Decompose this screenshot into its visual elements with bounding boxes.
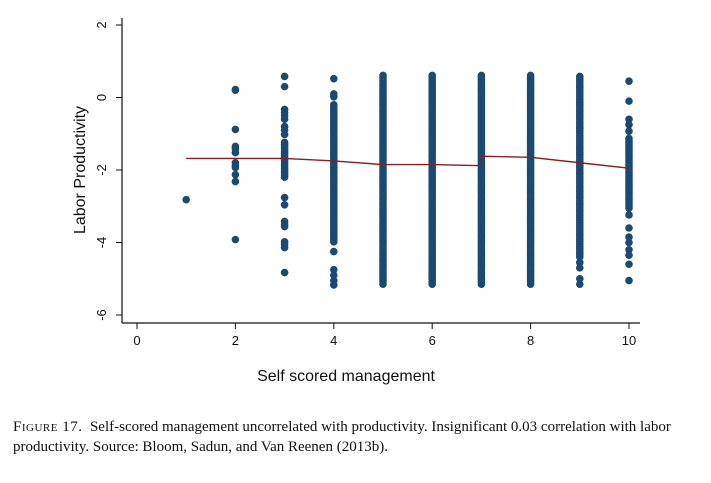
y-axis-label: Labor Productivity [72, 106, 89, 234]
data-point [625, 233, 633, 241]
data-point [280, 222, 289, 231]
data-point [231, 235, 240, 244]
data-point [625, 245, 633, 254]
data-point [625, 260, 633, 269]
data-point [625, 127, 633, 136]
y-tick-label: -4 [94, 237, 109, 249]
scatter-chart: 0 2 4 6 8 10 -6 -4 -2 0 2 Self scored management L… [72, 18, 640, 385]
data-point [625, 224, 633, 232]
y-tick-label: -2 [94, 164, 109, 176]
fit-line [186, 155, 630, 169]
x-axis-label: Self scored management [257, 368, 435, 385]
data-point [625, 276, 633, 285]
data-point [330, 74, 338, 83]
caption-text: Self-scored management uncorrelated with… [13, 419, 671, 455]
x-tick-label: 0 [133, 333, 140, 348]
data-point [280, 268, 289, 277]
data-point [625, 120, 633, 129]
data-point [280, 115, 289, 124]
data-point [576, 274, 584, 283]
data-point [330, 281, 338, 289]
data-point [625, 97, 633, 105]
data-point [231, 177, 240, 186]
data-point [625, 211, 633, 219]
data-point [280, 243, 289, 252]
data-point [330, 271, 338, 279]
y-tick-label: 2 [94, 21, 109, 28]
data-point [526, 71, 535, 80]
data-point [477, 71, 486, 80]
data-point [330, 92, 338, 101]
data-point [428, 71, 437, 80]
data-point [280, 72, 289, 81]
data-point [330, 100, 338, 109]
data-point [231, 163, 240, 172]
data-point [280, 138, 289, 147]
x-tick-label: 6 [429, 333, 436, 348]
data-point [625, 238, 633, 247]
x-tick-label: 4 [330, 333, 337, 348]
x-tick-label: 10 [622, 333, 636, 348]
data-point [231, 148, 240, 157]
y-tick-label: 0 [94, 94, 109, 101]
axes: 0 2 4 6 8 10 -6 -4 -2 0 2 [94, 18, 640, 348]
data-point [576, 72, 584, 81]
data-point [330, 247, 338, 256]
data-point [280, 201, 289, 209]
data-point [379, 71, 387, 80]
x-tick-label: 8 [527, 333, 534, 348]
data-point [625, 251, 633, 259]
data-point [625, 115, 633, 124]
data-point [231, 170, 240, 179]
data-point [576, 280, 584, 288]
data-point [182, 195, 190, 204]
data-point [231, 125, 240, 134]
data-point [280, 130, 289, 139]
data-point [576, 264, 584, 272]
fit-line-group [186, 155, 630, 169]
data-point [330, 265, 338, 274]
data-points [182, 71, 633, 289]
figure-label: Figure 17. [13, 419, 83, 435]
data-point [576, 258, 584, 267]
data-point [280, 82, 289, 91]
y-tick-label: -6 [94, 309, 109, 321]
data-point [280, 193, 289, 202]
x-tick-label: 2 [232, 333, 239, 348]
figure-caption: Figure 17. Self-scored management uncorr… [13, 417, 703, 457]
data-point [231, 86, 240, 95]
data-point [625, 77, 633, 85]
data-point [625, 134, 633, 143]
